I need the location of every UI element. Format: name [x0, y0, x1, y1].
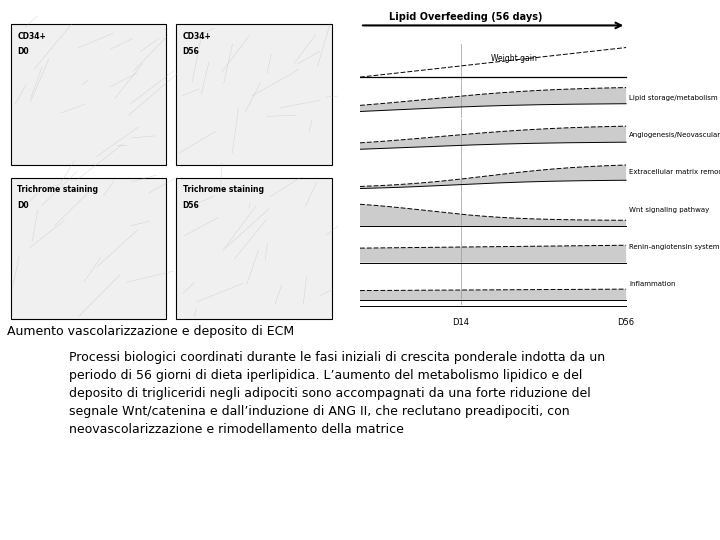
Bar [176, 178, 332, 319]
Bar [11, 24, 166, 165]
Text: D56: D56 [618, 318, 634, 327]
Text: Extracellular matrix remodeling: Extracellular matrix remodeling [629, 170, 720, 176]
Text: Renin-angiotensin system: Renin-angiotensin system [629, 244, 719, 250]
Text: D56: D56 [183, 201, 199, 210]
Text: D56: D56 [183, 47, 199, 56]
Text: D14: D14 [453, 318, 469, 327]
Text: Angiogenesis/Neovascularization: Angiogenesis/Neovascularization [629, 132, 720, 138]
Bar [176, 24, 332, 165]
Bar [11, 178, 166, 319]
Text: Wnt signaling pathway: Wnt signaling pathway [629, 207, 709, 213]
Text: CD34+: CD34+ [17, 31, 46, 40]
Text: D0: D0 [17, 201, 29, 210]
Text: Lipid storage/metabolism process: Lipid storage/metabolism process [629, 94, 720, 100]
Text: Lipid Overfeeding (56 days): Lipid Overfeeding (56 days) [389, 12, 543, 22]
Text: Trichrome staining: Trichrome staining [183, 186, 264, 194]
Text: Processi biologici coordinati durante le fasi iniziali di crescita ponderale ind: Processi biologici coordinati durante le… [69, 351, 606, 436]
Text: Trichrome staining: Trichrome staining [17, 186, 98, 194]
Text: Weight gain: Weight gain [492, 54, 537, 63]
Text: Aumento vascolarizzazione e deposito di ECM: Aumento vascolarizzazione e deposito di … [7, 325, 294, 338]
Text: D0: D0 [17, 47, 29, 56]
Text: Inflammation: Inflammation [629, 281, 675, 287]
Text: CD34+: CD34+ [183, 31, 212, 40]
